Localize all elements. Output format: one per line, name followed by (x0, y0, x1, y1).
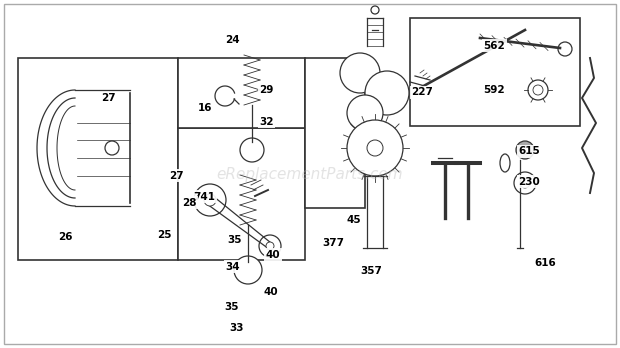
Text: 25: 25 (157, 230, 172, 240)
Text: 35: 35 (224, 302, 239, 312)
Text: 40: 40 (265, 250, 280, 260)
Circle shape (240, 138, 264, 162)
Bar (18, 58, 178, 260)
Text: 230: 230 (518, 177, 541, 187)
Circle shape (204, 194, 216, 206)
Text: 616: 616 (534, 258, 557, 268)
Text: 34: 34 (225, 262, 240, 272)
Circle shape (516, 141, 534, 159)
Text: 357: 357 (360, 266, 382, 276)
Text: 227: 227 (411, 87, 433, 97)
Text: 16: 16 (197, 103, 212, 113)
Circle shape (558, 42, 572, 56)
Circle shape (520, 178, 530, 188)
Text: 615: 615 (518, 147, 541, 156)
Circle shape (528, 80, 548, 100)
Bar (178, 128, 305, 260)
Circle shape (365, 71, 409, 115)
Ellipse shape (500, 154, 510, 172)
Circle shape (347, 120, 403, 176)
Text: 26: 26 (58, 232, 73, 242)
Text: 562: 562 (483, 41, 505, 51)
Circle shape (521, 146, 529, 154)
Circle shape (266, 242, 274, 250)
Circle shape (347, 95, 383, 131)
Text: 592: 592 (484, 85, 505, 95)
Text: 35: 35 (227, 235, 242, 245)
Text: 27: 27 (101, 93, 116, 103)
Circle shape (533, 85, 543, 95)
Bar (410, 18, 580, 126)
Text: 33: 33 (229, 323, 244, 333)
Text: 741: 741 (193, 192, 216, 201)
Text: 32: 32 (259, 117, 274, 127)
Circle shape (194, 184, 226, 216)
Text: 28: 28 (182, 198, 197, 207)
Bar (305, 58, 365, 208)
Text: 40: 40 (264, 287, 278, 297)
Text: 29: 29 (259, 85, 274, 95)
Circle shape (340, 53, 380, 93)
Circle shape (367, 140, 383, 156)
Bar (178, 58, 305, 128)
Circle shape (371, 6, 379, 14)
Text: 27: 27 (169, 171, 184, 181)
Circle shape (514, 172, 536, 194)
Text: 45: 45 (346, 215, 361, 225)
Text: 24: 24 (225, 35, 240, 45)
Circle shape (105, 141, 119, 155)
Text: 377: 377 (322, 238, 344, 248)
Text: eReplacementParts.com: eReplacementParts.com (216, 166, 404, 182)
Circle shape (234, 256, 262, 284)
Circle shape (259, 235, 281, 257)
